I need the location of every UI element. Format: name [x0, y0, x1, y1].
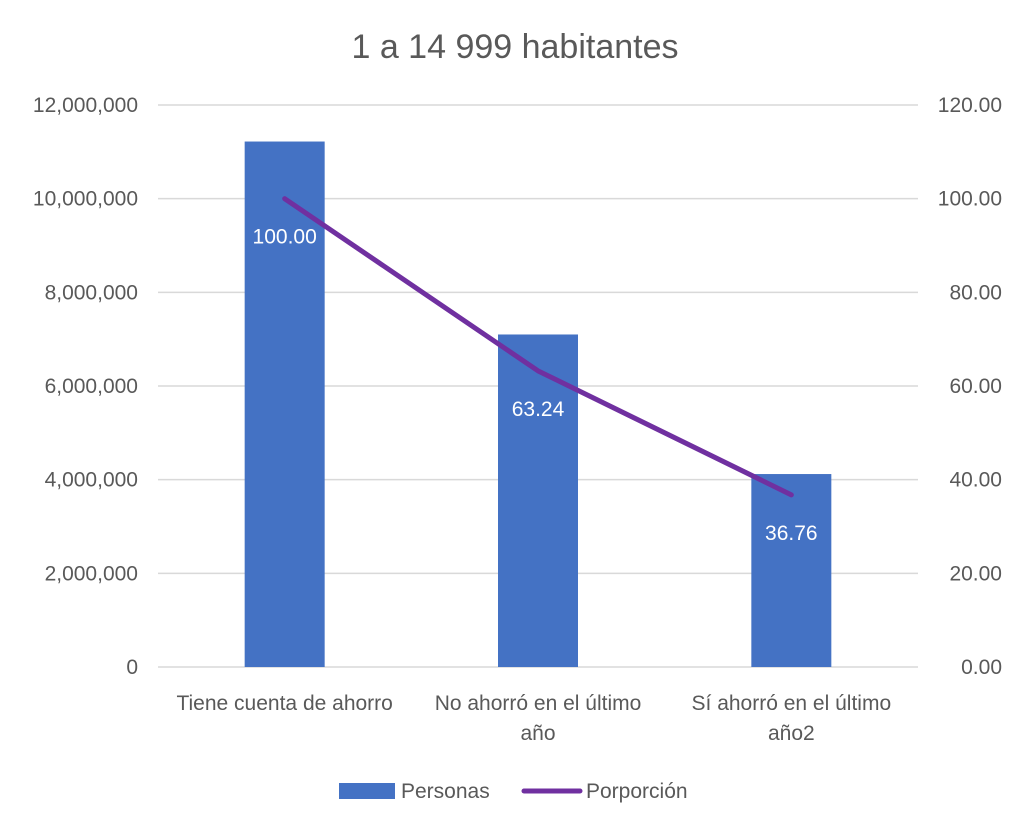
chart-title: 1 a 14 999 habitantes [351, 28, 678, 66]
left-tick-label: 0 [126, 656, 138, 679]
data-label: 100.00 [253, 226, 317, 249]
bar-personas [498, 334, 578, 667]
bar-personas [751, 474, 832, 667]
right-tick-label: 60.00 [949, 375, 1002, 398]
left-tick-label: 12,000,000 [33, 94, 138, 117]
right-tick-label: 120.00 [938, 94, 1002, 117]
right-tick-label: 20.00 [949, 562, 1002, 585]
data-label: 63.24 [512, 398, 565, 421]
left-tick-label: 8,000,000 [45, 281, 138, 304]
right-tick-label: 0.00 [961, 656, 1002, 679]
right-tick-label: 100.00 [938, 188, 1002, 211]
left-tick-label: 2,000,000 [45, 562, 138, 585]
left-tick-label: 4,000,000 [45, 469, 138, 492]
right-tick-label: 40.00 [949, 469, 1002, 492]
category-label: Tiene cuenta de ahorro [176, 692, 392, 715]
left-axis-ticks: 0 2,000,000 4,000,000 6,000,000 8,000,000 10,… [33, 94, 138, 679]
line-series [282, 196, 794, 498]
right-tick-label: 80.00 [949, 281, 1002, 304]
legend-label-personas: Personas [401, 780, 490, 803]
line-porporcion [282, 196, 794, 498]
left-tick-label: 6,000,000 [45, 375, 138, 398]
legend: Personas Porporción [339, 780, 688, 803]
right-axis-ticks: 0.00 20.00 40.00 60.00 80.00 100.00 120.00 [938, 94, 1002, 679]
legend-swatch-personas [339, 783, 395, 799]
left-tick-label: 10,000,000 [33, 188, 138, 211]
bar-series [244, 141, 832, 667]
category-label: Sí ahorró en el último [692, 692, 892, 715]
bar-personas [244, 141, 325, 667]
category-label: año2 [768, 722, 815, 745]
data-label: 36.76 [765, 522, 818, 545]
category-label: año [520, 722, 555, 745]
legend-label-porporcion: Porporción [586, 780, 688, 803]
category-labels: Tiene cuenta de ahorro No ahorró en el úl… [176, 692, 891, 745]
category-label: No ahorró en el último [435, 692, 642, 715]
data-labels: 100.00 63.24 36.76 [253, 226, 818, 545]
